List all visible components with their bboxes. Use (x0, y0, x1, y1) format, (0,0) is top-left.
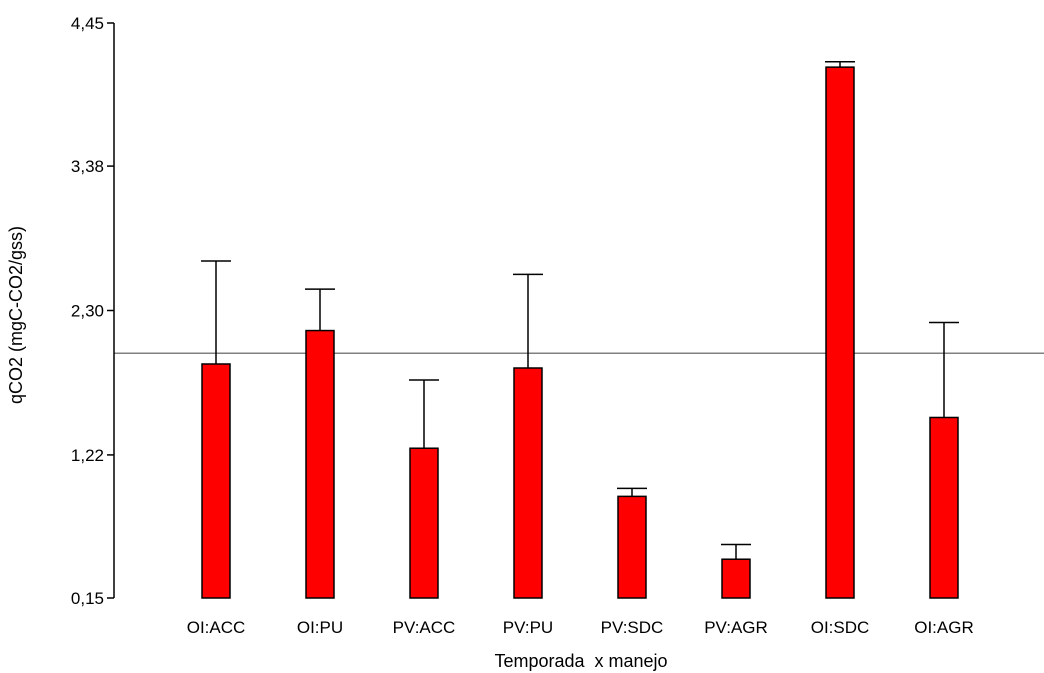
bar (929, 416, 959, 599)
x-tick-label: OI:ACC (187, 618, 246, 637)
y-axis-title: qCO2 (mgC-CO2/gss) (6, 226, 26, 404)
bar (201, 363, 231, 599)
y-tick-label: 4,45 (71, 14, 104, 33)
x-tick-label: OI:AGR (914, 618, 974, 637)
x-tick-label: PV:PU (503, 618, 553, 637)
x-tick-label: PV:AGR (704, 618, 768, 637)
y-tick-label: 1,22 (71, 446, 104, 465)
x-ticks: OI:ACC OI:PU PV:ACC PV:PU PV:SDC PV:AGR OI:SDC… (187, 618, 974, 637)
x-tick-label: OI:PU (297, 618, 343, 637)
bar (721, 558, 751, 599)
bar (513, 367, 543, 599)
bar (617, 495, 647, 599)
x-axis-title: Temporada x manejo (494, 651, 667, 671)
bars-layer (201, 61, 959, 599)
y-tick-label: 3,38 (71, 157, 104, 176)
bar (305, 329, 335, 599)
bar (409, 447, 439, 599)
bar (825, 66, 855, 599)
y-tick-label: 2,30 (71, 302, 104, 321)
y-ticks: 0,15 1,22 2,30 3,38 4,45 (71, 14, 114, 608)
y-tick-label: 0,15 (71, 589, 104, 608)
x-tick-label: OI:SDC (811, 618, 870, 637)
x-tick-label: PV:ACC (393, 618, 456, 637)
x-tick-label: PV:SDC (601, 618, 664, 637)
